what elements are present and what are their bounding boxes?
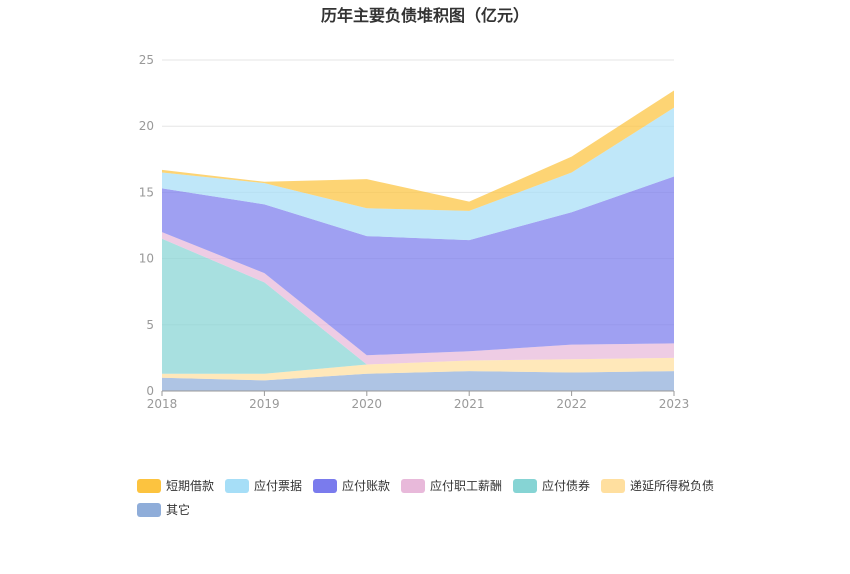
legend-item: 短期借款 <box>137 479 214 493</box>
legend-swatch <box>601 479 625 493</box>
legend-item: 应付票据 <box>225 478 302 493</box>
axes: 0 5 10 15 20 25 2018 2019 2020 2021 2022 2023 <box>139 53 690 411</box>
legend-item: 应付债券 <box>513 478 590 493</box>
legend-item: 递延所得税负债 <box>601 478 714 493</box>
y-tick-label: 15 <box>139 185 154 199</box>
legend-swatch <box>313 479 337 493</box>
x-tick-label: 2019 <box>249 397 280 411</box>
legend-swatch <box>137 479 161 493</box>
x-tick-label: 2023 <box>659 397 690 411</box>
x-tick-label: 2021 <box>454 397 485 411</box>
legend-label: 应付债券 <box>542 478 590 493</box>
y-tick-label: 20 <box>139 119 154 133</box>
x-tick-label: 2020 <box>352 397 383 411</box>
area-series <box>162 90 674 391</box>
y-tick-label: 25 <box>139 53 154 67</box>
area-series-2 <box>162 238 674 374</box>
area-series-4 <box>162 176 674 356</box>
legend-label: 递延所得税负债 <box>630 478 714 493</box>
y-tick-label: 5 <box>146 318 154 332</box>
legend-swatch <box>401 479 425 493</box>
legend-item: 其它 <box>137 502 190 517</box>
legend-swatch <box>513 479 537 493</box>
y-tick-label: 10 <box>139 252 154 266</box>
legend-item: 应付账款 <box>313 478 390 493</box>
legend-swatch <box>225 479 249 493</box>
legend-label: 应付账款 <box>342 478 390 493</box>
legend-label: 应付职工薪酬 <box>430 478 502 493</box>
chart-title: 历年主要负债堆积图（亿元） <box>320 6 529 25</box>
area-series-0 <box>162 371 674 391</box>
x-tick-label: 2018 <box>147 397 178 411</box>
x-tick-label: 2022 <box>556 397 587 411</box>
y-tick-label: 0 <box>146 384 154 398</box>
legend-item: 应付职工薪酬 <box>401 478 502 493</box>
area-series-6 <box>162 90 674 211</box>
legend-label: 其它 <box>166 502 190 517</box>
legend-label: 应付票据 <box>254 478 302 493</box>
area-series-3 <box>162 232 674 365</box>
area-series-5 <box>162 107 674 241</box>
legend-label: 短期借款 <box>166 479 214 493</box>
legend-swatch <box>137 503 161 517</box>
area-series-1 <box>162 357 674 381</box>
